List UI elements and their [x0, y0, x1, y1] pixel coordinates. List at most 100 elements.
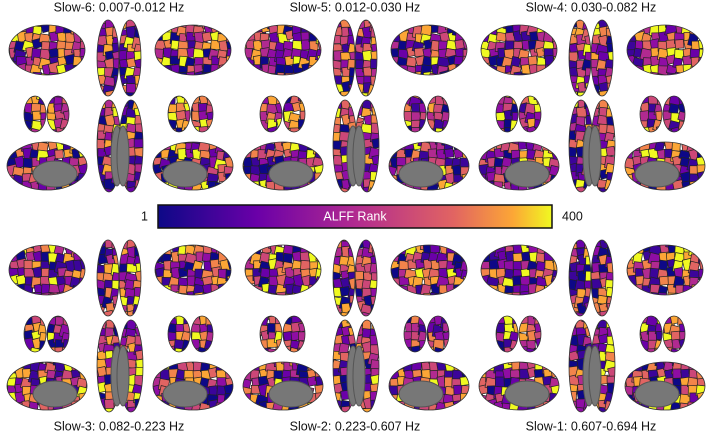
parcel	[434, 96, 446, 97]
brain-outline	[478, 361, 560, 411]
parcel	[694, 362, 705, 367]
parcel	[677, 316, 685, 318]
parcel	[640, 316, 643, 328]
parcel	[309, 290, 321, 295]
parcel	[245, 25, 257, 27]
parcel	[481, 277, 484, 290]
brain-outline	[426, 315, 450, 353]
parcel	[79, 72, 85, 75]
parcel	[496, 293, 506, 295]
parcel	[481, 245, 484, 247]
parcel	[479, 142, 491, 145]
parcel	[627, 245, 631, 249]
parcel	[315, 374, 323, 387]
parcel	[362, 408, 374, 412]
parcel	[532, 347, 541, 352]
parcel	[503, 316, 517, 317]
parcel	[526, 362, 538, 363]
parcel	[73, 63, 85, 75]
parcel	[260, 347, 262, 352]
parcel	[569, 327, 571, 341]
parcel	[316, 245, 321, 254]
parcel	[17, 25, 32, 30]
parcel	[316, 25, 321, 28]
parcel	[226, 64, 231, 75]
parcel	[306, 181, 317, 190]
parcel	[549, 362, 559, 373]
parcel	[510, 307, 519, 316]
parcel	[260, 316, 263, 326]
parcel	[496, 96, 499, 110]
parcel	[155, 62, 161, 75]
parcel	[627, 245, 630, 259]
parcel	[243, 142, 255, 147]
parcel	[316, 245, 321, 248]
parcel	[625, 142, 630, 146]
parcel	[487, 362, 499, 363]
parcel	[481, 284, 491, 295]
parcel	[494, 72, 508, 75]
parcel	[133, 100, 143, 102]
parcel	[668, 103, 680, 115]
parcel	[62, 339, 69, 352]
parcel	[691, 25, 702, 26]
parcel	[461, 245, 467, 257]
parcel	[285, 293, 297, 295]
parcel	[283, 96, 287, 98]
parcel	[625, 401, 627, 410]
parcel	[481, 293, 490, 295]
parcel	[47, 316, 50, 320]
parcel	[369, 320, 379, 325]
parcel	[640, 347, 642, 352]
parcel	[7, 157, 9, 167]
parcel	[641, 71, 656, 75]
parcel	[135, 406, 143, 412]
parcel	[627, 31, 630, 46]
medial-wall	[504, 160, 550, 188]
parcel	[569, 407, 579, 412]
parcel	[317, 72, 321, 75]
parcel	[391, 31, 393, 44]
parcel	[9, 25, 21, 28]
parcel	[184, 109, 190, 123]
parcel	[267, 72, 278, 75]
parcel	[655, 73, 667, 75]
parcel	[125, 185, 140, 192]
parcel	[333, 100, 335, 113]
parcel	[25, 292, 37, 295]
parcel	[333, 240, 337, 250]
parcel	[29, 142, 43, 144]
parcel	[162, 245, 177, 250]
parcel	[471, 34, 480, 46]
parcel	[15, 71, 28, 75]
brain-outline	[354, 239, 378, 317]
parcel	[260, 25, 272, 26]
parcel	[699, 292, 703, 295]
parcel	[443, 347, 449, 352]
parcel	[243, 394, 246, 406]
parcel	[79, 245, 85, 258]
parcel	[534, 362, 550, 364]
parcel	[333, 89, 337, 96]
parcel	[486, 284, 498, 295]
parcel	[249, 142, 263, 147]
parcel	[543, 285, 556, 295]
parcel	[63, 126, 69, 132]
parcel	[9, 72, 20, 75]
brain-outline	[282, 315, 306, 353]
brain-outline	[190, 95, 214, 133]
brain-outline	[626, 244, 704, 296]
parcel	[549, 362, 559, 365]
parcel	[339, 187, 354, 192]
parcel	[481, 47, 482, 59]
parcel	[80, 283, 85, 294]
parcel	[32, 71, 43, 75]
parcel	[155, 25, 156, 26]
parcel	[397, 25, 411, 26]
parcel	[389, 385, 391, 398]
parcel	[257, 142, 268, 145]
parcel	[71, 142, 85, 145]
parcel	[487, 105, 495, 113]
parcel	[389, 393, 393, 404]
parcel	[299, 70, 312, 75]
